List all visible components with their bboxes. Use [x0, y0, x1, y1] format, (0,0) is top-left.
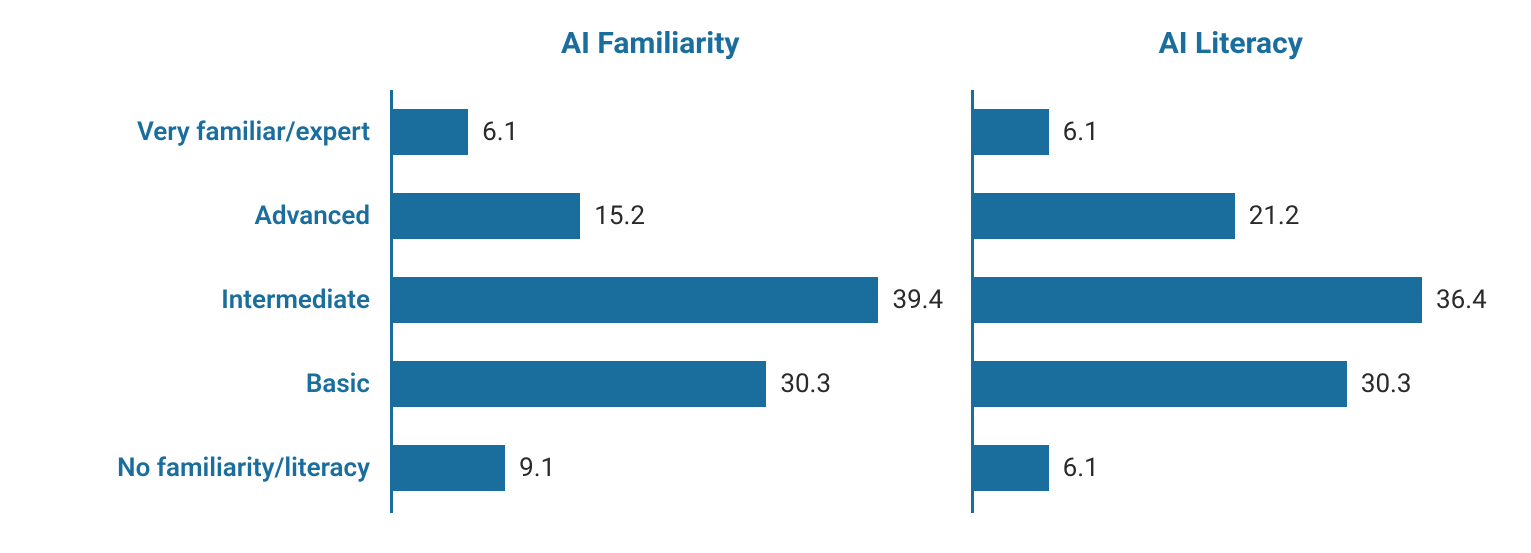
bar-value-label: 6.1 [1049, 117, 1099, 147]
bar: 36.4 [974, 277, 1423, 323]
bar-value-label: 30.3 [1347, 369, 1412, 399]
category-label: Very familiar/expert [40, 90, 390, 174]
charts-area: AI Familiarity 6.1 15.2 39.4 [390, 20, 1491, 513]
bar-value-label: 6.1 [1049, 453, 1099, 483]
category-label: Intermediate [40, 258, 390, 342]
chart-panel-familiarity: AI Familiarity 6.1 15.2 39.4 [390, 20, 911, 513]
bar-row: 30.3 [974, 342, 1492, 426]
bar-row: 21.2 [974, 174, 1492, 258]
chart-title: AI Familiarity [390, 20, 911, 90]
bar-value-label: 15.2 [580, 201, 645, 231]
bar-row: 36.4 [974, 258, 1492, 342]
chart-title: AI Literacy [971, 20, 1492, 90]
bar-row: 6.1 [393, 90, 911, 174]
bar-row: 15.2 [393, 174, 911, 258]
bar: 21.2 [974, 193, 1235, 239]
bar: 9.1 [393, 445, 505, 491]
bar: 39.4 [393, 277, 878, 323]
category-label: Basic [40, 342, 390, 426]
category-labels-column: Very familiar/expert Advanced Intermedia… [40, 20, 390, 513]
bar-value-label: 21.2 [1235, 201, 1300, 231]
category-label: No familiarity/literacy [40, 426, 390, 510]
bar-value-label: 36.4 [1422, 285, 1487, 315]
chart-panel-literacy: AI Literacy 6.1 21.2 36.4 [971, 20, 1492, 513]
bar-value-label: 30.3 [766, 369, 831, 399]
category-label: Advanced [40, 174, 390, 258]
labels-header-spacer [40, 20, 390, 90]
bar: 30.3 [393, 361, 766, 407]
bar-row: 9.1 [393, 426, 911, 510]
bars-area: 6.1 15.2 39.4 30.3 [390, 90, 911, 513]
bar-value-label: 6.1 [468, 117, 518, 147]
bar: 6.1 [393, 109, 468, 155]
bar-row: 39.4 [393, 258, 911, 342]
bar-row: 6.1 [974, 426, 1492, 510]
dual-bar-chart: Very familiar/expert Advanced Intermedia… [0, 0, 1531, 553]
bars-area: 6.1 21.2 36.4 30.3 [971, 90, 1492, 513]
bar: 30.3 [974, 361, 1347, 407]
bar: 6.1 [974, 445, 1049, 491]
bar-value-label: 39.4 [878, 285, 943, 315]
bar: 6.1 [974, 109, 1049, 155]
bar-row: 6.1 [974, 90, 1492, 174]
bar-row: 30.3 [393, 342, 911, 426]
bar-value-label: 9.1 [505, 453, 555, 483]
bar: 15.2 [393, 193, 580, 239]
